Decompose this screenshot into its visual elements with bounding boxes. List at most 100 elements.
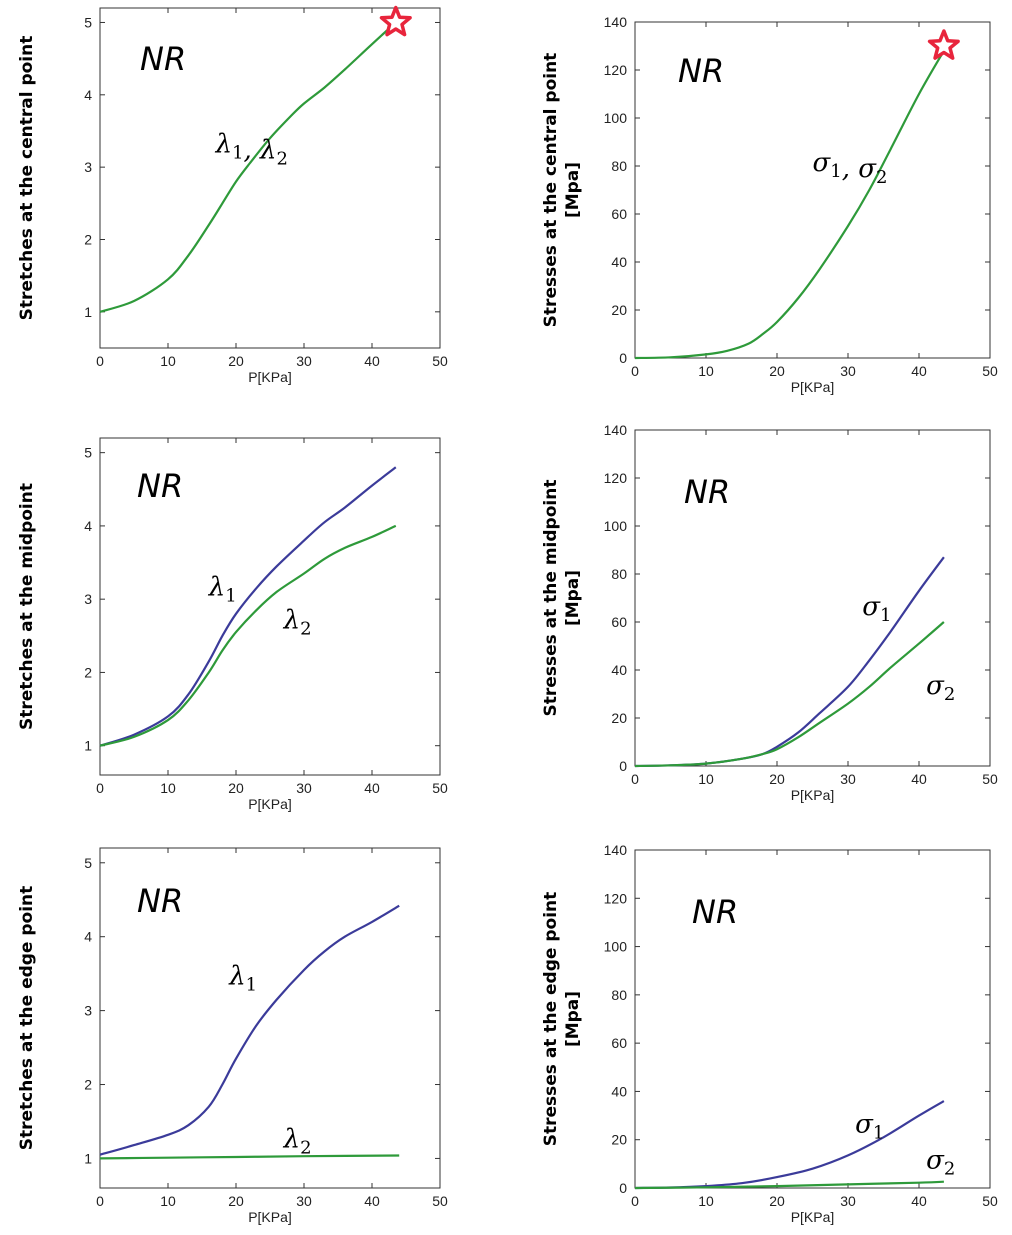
x-tick-label: 50 [982,1193,998,1209]
y-tick-label: 40 [611,254,627,270]
chart-panel-3: 0 10 20 30 40 50 1 2 3 4 5 P[KPa] Stretches at the m… [17,437,448,812]
y-tick-label: 100 [604,110,628,126]
curve-annotation: λ1 [208,573,237,607]
y-tick-label: 80 [611,158,627,174]
model-label: NR [678,52,724,90]
model-label: NR [137,467,183,505]
x-tick-label: 30 [296,353,312,369]
y-tick-label: 140 [604,422,628,438]
x-tick-label: 50 [982,363,998,379]
y-tick-label: 40 [611,1083,627,1099]
y-axis-label: Stretches at the central point [17,36,37,321]
x-tick-label: 20 [769,1193,785,1209]
chart-panel-6: 0 10 20 30 40 50 0 20 40 60 80 100 120 140 P[KPa] Stres… [541,842,998,1225]
y-tick-label: 4 [84,929,92,945]
series-line-1 [634,1100,945,1190]
y-tick-label: 120 [604,890,628,906]
x-tick-label: 0 [96,780,104,796]
x-tick-label: 10 [698,363,714,379]
y-axis-label: Stresses at the midpoint [Mpa] [541,480,583,717]
x-tick-label: 50 [432,1193,448,1209]
model-label: NR [137,882,183,920]
x-tick-label: 40 [364,353,380,369]
y-tick-label: 60 [611,206,627,222]
y-tick-label: 4 [84,87,92,103]
plot-frame [634,21,991,359]
curve-annotation: σ2 [926,1146,955,1180]
x-axis-label: P[KPa] [791,1209,835,1225]
plot-frame [99,847,441,1189]
series-line-1 [99,904,400,1156]
x-tick-label: 0 [96,1193,104,1209]
curve-annotation: λ1, λ2 [215,130,288,170]
x-tick-label: 50 [432,353,448,369]
y-axis-label-line1: Stresses at the central point [541,53,561,328]
x-axis-label: P[KPa] [248,1209,292,1225]
curve-annotation: σ1 [862,592,891,626]
x-tick-label: 30 [296,1193,312,1209]
y-tick-label: 20 [611,1132,627,1148]
x-tick-label: 10 [698,771,714,787]
y-tick-label: 100 [604,518,628,534]
y-tick-label: 1 [84,738,92,754]
y-axis-label-text: Stretches at the midpoint [17,483,37,730]
x-tick-label: 10 [160,1193,176,1209]
chart-panel-4: 0 10 20 30 40 50 0 20 40 60 80 100 120 140 P[KPa] Stres… [541,422,998,803]
x-axis-label: P[KPa] [248,796,292,812]
x-tick-label: 30 [840,363,856,379]
x-tick-label: 30 [840,1193,856,1209]
x-tick-label: 50 [432,780,448,796]
y-tick-label: 1 [84,304,92,320]
y-tick-label: 5 [84,855,92,871]
star-marker [927,29,960,60]
x-tick-label: 40 [364,780,380,796]
series-line-2 [634,621,945,768]
y-tick-label: 2 [84,664,92,680]
x-tick-label: 20 [769,363,785,379]
y-axis-label: Stretches at the edge point [17,886,37,1151]
y-tick-label: 2 [84,231,92,247]
series-line-2 [634,1180,944,1190]
x-tick-label: 40 [911,363,927,379]
x-tick-label: 0 [631,771,639,787]
x-tick-label: 30 [296,780,312,796]
x-tick-label: 10 [160,780,176,796]
curve-annotation: σ1 [855,1109,884,1143]
series-line-1 [99,466,397,747]
x-tick-label: 40 [911,1193,927,1209]
y-tick-label: 0 [619,350,627,366]
y-tick-label: 80 [611,566,627,582]
y-tick-label: 1 [84,1150,92,1166]
y-axis-label-line1: Stresses at the edge point [541,892,561,1147]
x-tick-label: 0 [96,353,104,369]
x-tick-label: 20 [228,353,244,369]
y-tick-label: 100 [604,939,628,955]
y-tick-label: 80 [611,987,627,1003]
y-tick-label: 120 [604,62,628,78]
y-tick-label: 5 [84,445,92,461]
y-tick-label: 20 [611,302,627,318]
y-axis-label-line2: [Mpa] [563,162,583,218]
x-tick-label: 50 [982,771,998,787]
y-tick-label: 60 [611,614,627,630]
y-axis-label-line2: [Mpa] [563,991,583,1047]
x-tick-label: 20 [228,780,244,796]
chart-panel-1: 0 10 20 30 40 50 1 2 3 4 5 P[KPa] Stretches at the c… [17,5,448,385]
y-tick-label: 3 [84,591,92,607]
y-tick-label: 0 [619,758,627,774]
y-tick-label: 3 [84,1003,92,1019]
series-line-1 [634,50,945,360]
y-axis-label: Stresses at the central point [Mpa] [541,53,583,328]
y-tick-label: 140 [604,14,628,30]
plot-frame [634,849,991,1189]
x-axis-label: P[KPa] [248,369,292,385]
y-tick-label: 40 [611,662,627,678]
y-tick-label: 5 [84,14,92,30]
series-line-2 [99,1154,400,1160]
x-tick-label: 40 [911,771,927,787]
x-tick-label: 30 [840,771,856,787]
y-tick-label: 2 [84,1077,92,1093]
curve-annotation: λ2 [283,1124,312,1158]
y-axis-label: Stresses at the edge point [Mpa] [541,892,583,1147]
